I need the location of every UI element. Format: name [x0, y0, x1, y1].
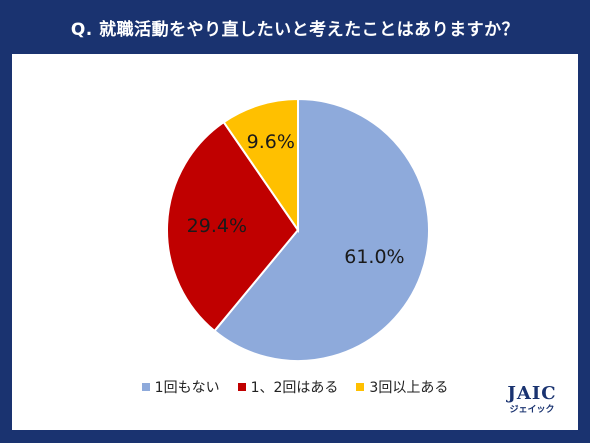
logo-text: JAIC — [507, 383, 557, 404]
legend-swatch-three-plus — [356, 383, 365, 391]
pie-slice-once-twice — [166, 120, 300, 333]
legend-item-never: 1回もない — [141, 377, 220, 397]
chart-title: Q. 就職活動をやり直したいと考えたことはありますか？ — [70, 19, 520, 40]
pie-slice-three-plus — [222, 97, 299, 234]
legend-label-once-twice: 1、2回はある — [250, 380, 339, 396]
pie-slice-never — [213, 97, 430, 362]
legend-item-three-plus: 3回以上ある — [356, 377, 448, 397]
legend: 1回もない 1、2回はある 3回以上ある — [0, 376, 590, 398]
pie-label-once-twice: 29.4% — [187, 215, 247, 237]
jaic-logo: JAIC ジェイック — [502, 384, 562, 424]
legend-swatch-never — [141, 383, 150, 391]
pie-slices — [166, 97, 430, 362]
legend-item-once-twice: 1、2回はある — [237, 377, 339, 397]
legend-swatch-once-twice — [237, 383, 246, 391]
pie-label-three-plus: 9.6% — [247, 131, 295, 153]
legend-label-never: 1回もない — [154, 380, 220, 396]
pie-label-never: 61.0% — [344, 246, 404, 268]
pie-labels: 61.0% 29.4% 9.6% — [187, 131, 405, 268]
legend-label-three-plus: 3回以上ある — [369, 380, 449, 396]
logo-subtext: ジェイック — [509, 405, 555, 415]
